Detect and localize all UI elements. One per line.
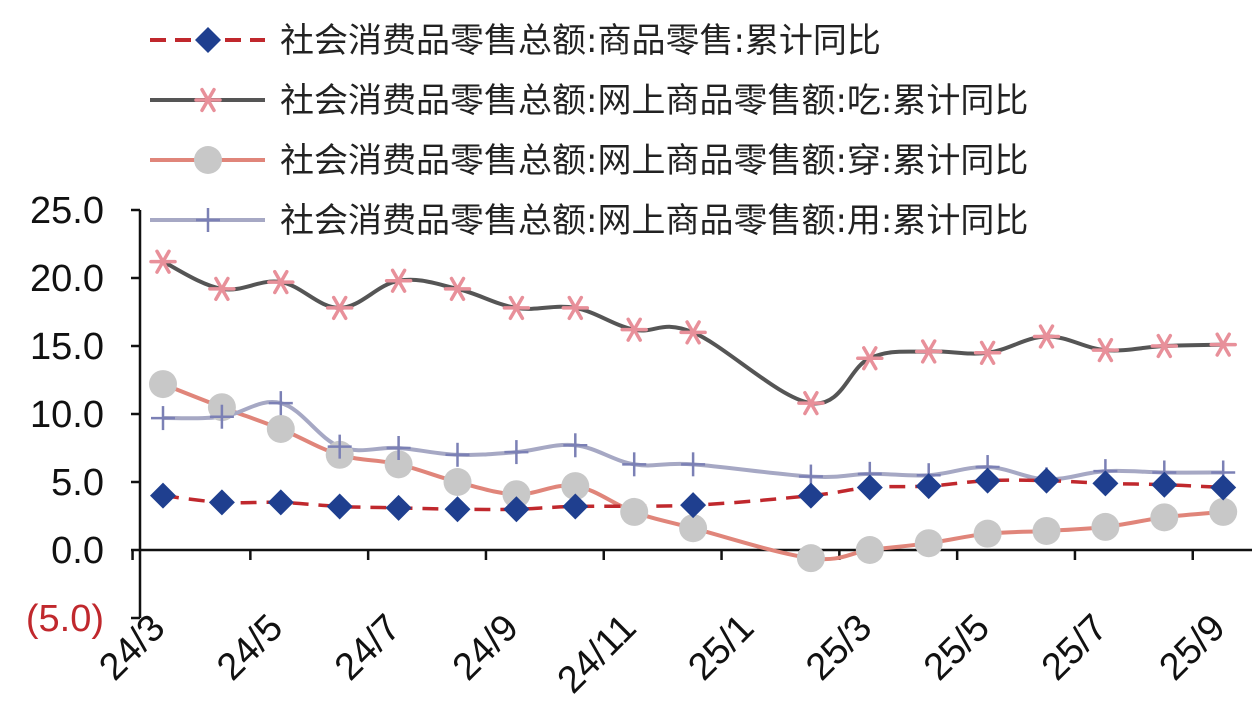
x-tick-label: 24/9: [445, 607, 527, 689]
legend-swatch-marker: [196, 208, 220, 232]
series-2-point: [1209, 332, 1237, 357]
series-2-point: [856, 346, 884, 371]
legend-swatch-marker: [194, 87, 222, 113]
series-3-point: [973, 519, 1002, 548]
series-1-point: [797, 482, 824, 509]
y-tick-label: 10.0: [30, 394, 104, 436]
x-tick-label: 25/7: [1034, 607, 1116, 689]
legend-item-3: 社会消费品零售总额:网上商品零售额:穿:累计同比: [150, 141, 1028, 181]
series-4-point: [681, 452, 706, 477]
series-2-point: [561, 295, 590, 321]
series-2-point: [502, 295, 531, 321]
series-2-point: [679, 320, 707, 345]
series-4-point: [504, 440, 529, 465]
series-3-point: [855, 536, 884, 564]
series-2-point: [973, 340, 1002, 365]
series-2-point: [267, 269, 295, 295]
series-2-point: [914, 339, 943, 364]
series-4-point: [386, 436, 411, 460]
series-3-point: [1209, 497, 1238, 526]
y-tick-label: 15.0: [30, 326, 104, 368]
series-4-point: [327, 434, 352, 459]
y-tick-label: 5.0: [51, 462, 104, 504]
series-2-point: [1150, 333, 1179, 359]
legend-label: 社会消费品零售总额:网上商品零售额:穿:累计同比: [280, 141, 1028, 181]
legend-item-4: 社会消费品零售总额:网上商品零售额:用:累计同比: [150, 201, 1028, 241]
series-3-point: [149, 370, 177, 399]
series-1-point: [503, 496, 530, 523]
series-3-point: [1032, 516, 1061, 545]
series-1-point: [150, 482, 176, 509]
y-tick-label: 0.0: [51, 530, 104, 572]
series-1-point: [1033, 467, 1060, 494]
legend-label: 社会消费品零售总额:商品零售:累计同比: [280, 21, 881, 61]
series-2-point: [208, 276, 236, 302]
series-2-point: [325, 295, 354, 321]
series-1-point: [680, 492, 707, 519]
legend-swatch-marker: [195, 27, 221, 53]
x-tick-label: 24/11: [550, 607, 645, 702]
series-1-point: [444, 496, 471, 523]
legend-label: 社会消费品零售总额:网上商品零售额:用:累计同比: [280, 201, 1028, 241]
series-3-point: [679, 514, 708, 543]
series-4-point: [563, 433, 588, 458]
series-3-point: [266, 414, 295, 443]
axes: 25.020.015.010.05.00.0(5.0)24/3 24/5 24/7 2…: [26, 190, 1252, 702]
legend: 社会消费品零售总额:商品零售:累计同比社会消费品零售总额:网上商品零售额:吃:累…: [150, 21, 1028, 241]
series-2-point: [443, 276, 472, 302]
series-4-point: [445, 442, 470, 467]
series-2-point: [1091, 337, 1120, 363]
series-4-point: [268, 391, 293, 416]
series-2-point: [620, 317, 648, 342]
series-1-point: [974, 467, 1001, 494]
series-3-point: [620, 497, 649, 526]
series-3-point: [443, 468, 472, 496]
x-tick-label: 24/5: [209, 607, 291, 689]
series-3-point: [502, 480, 531, 509]
series-2-point: [384, 268, 413, 293]
series-1-point: [562, 493, 589, 520]
legend-label: 社会消费品零售总额:网上商品零售额:吃:累计同比: [280, 81, 1028, 121]
series-4-point: [209, 404, 234, 429]
series-layer: [149, 249, 1238, 573]
series-3-point: [914, 529, 943, 558]
series-4-point: [151, 406, 175, 431]
y-tick-label: 20.0: [30, 258, 104, 300]
series-1-point: [385, 494, 412, 521]
x-tick-label: 25/3: [798, 607, 880, 689]
x-tick-label: 25/1: [680, 607, 762, 689]
legend-swatch-marker: [194, 146, 222, 174]
x-tick-label: 24/7: [327, 607, 409, 689]
legend-item-1: 社会消费品零售总额:商品零售:累计同比: [150, 21, 881, 61]
series-3-point: [384, 450, 413, 479]
series-3-point: [796, 544, 825, 573]
series-3-point: [561, 472, 590, 501]
series-1-point: [915, 473, 942, 500]
series-1-point: [1151, 471, 1178, 498]
x-tick-label: 25/9: [1152, 607, 1234, 689]
series-2-point: [1032, 324, 1061, 349]
series-1-point: [856, 474, 883, 501]
x-tick-label: 25/5: [916, 607, 998, 689]
series-2-point: [797, 390, 825, 416]
legend-item-2: 社会消费品零售总额:网上商品零售额:吃:累计同比: [150, 81, 1028, 121]
series-1-point: [208, 489, 235, 516]
series-1-point: [1092, 470, 1119, 497]
series-2-point: [149, 249, 177, 274]
series-1-point: [267, 489, 294, 516]
series-1-point: [1210, 474, 1237, 501]
y-tick-label: 25.0: [30, 190, 104, 232]
y-tick-label: (5.0): [26, 598, 104, 640]
series-1-point: [326, 493, 353, 520]
series-3-point: [1150, 503, 1179, 532]
series-3-point: [1091, 512, 1120, 541]
series-4-point: [622, 452, 647, 477]
